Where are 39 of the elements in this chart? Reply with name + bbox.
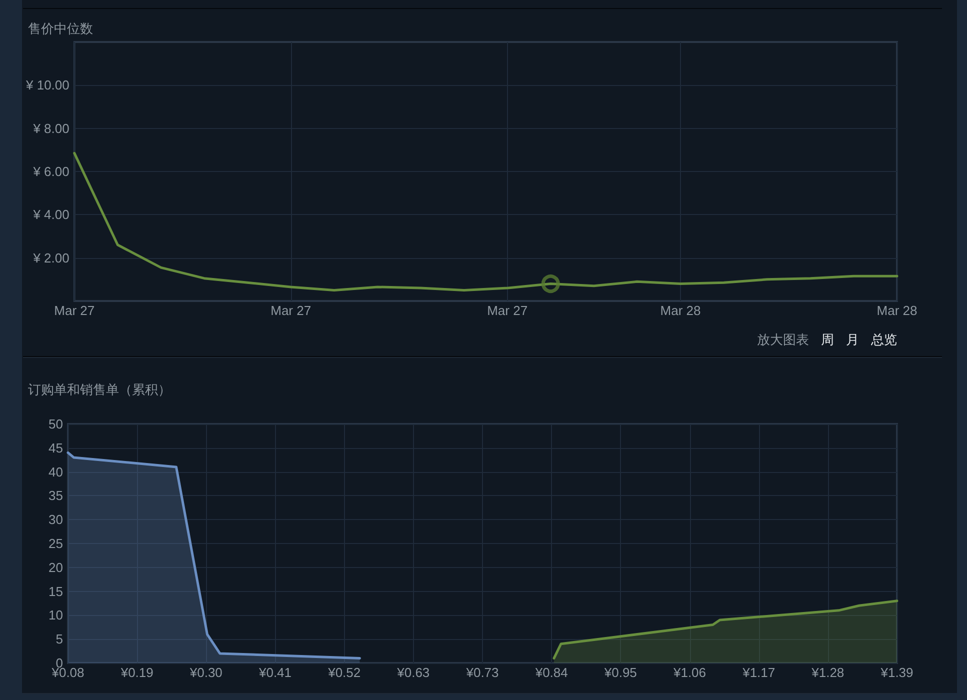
y-tick-label: ¥ 2.00: [32, 250, 70, 266]
y-tick-label: 30: [48, 512, 63, 528]
y-tick-label: 20: [48, 560, 63, 575]
y-tick-label: 25: [48, 536, 63, 551]
x-tick-label: ¥0.52: [327, 665, 361, 680]
x-tick-label: Mar 27: [54, 303, 95, 318]
x-tick-label: Mar 28: [876, 303, 918, 318]
y-tick-label: ¥ 4.00: [32, 207, 70, 222]
x-tick-label: ¥1.06: [672, 665, 706, 680]
x-tick-label: ¥0.63: [396, 665, 430, 680]
y-tick-label: ¥ 8.00: [32, 120, 70, 136]
y-tick-label: ¥ 10.00: [25, 78, 70, 93]
x-tick-label: Mar 27: [487, 303, 528, 318]
x-tick-label: Mar 27: [270, 303, 312, 318]
x-tick-label: ¥0.19: [120, 665, 154, 680]
y-tick-label: 5: [56, 632, 63, 647]
x-tick-label: ¥0.73: [465, 665, 499, 680]
x-tick-label: ¥0.41: [258, 665, 292, 680]
y-tick-label: 40: [48, 464, 63, 480]
chart-title: 售价中位数: [28, 22, 93, 37]
x-tick-label: ¥0.95: [603, 665, 637, 680]
range-button[interactable]: 总览: [871, 333, 897, 349]
y-tick-label: ¥ 6.00: [32, 164, 70, 179]
x-tick-label: ¥1.28: [810, 665, 844, 680]
zoom-button[interactable]: 放大图表: [757, 333, 809, 349]
x-tick-label: ¥0.84: [534, 665, 568, 680]
y-tick-label: 45: [48, 440, 63, 456]
x-tick-label: ¥1.39: [880, 665, 914, 680]
x-tick-label: ¥1.17: [742, 665, 776, 680]
x-tick-label: ¥0.30: [188, 665, 222, 680]
y-tick-label: 35: [48, 488, 63, 504]
chart-title: 订购单和销售单（累积）: [28, 383, 171, 398]
y-tick-label: 10: [48, 608, 63, 623]
x-tick-label: Mar 28: [660, 303, 701, 318]
y-tick-label: 15: [48, 584, 63, 599]
line-series: [73, 152, 898, 292]
y-tick-label: 50: [48, 416, 63, 432]
range-button[interactable]: 周: [821, 333, 834, 349]
range-button[interactable]: 月: [846, 333, 859, 349]
